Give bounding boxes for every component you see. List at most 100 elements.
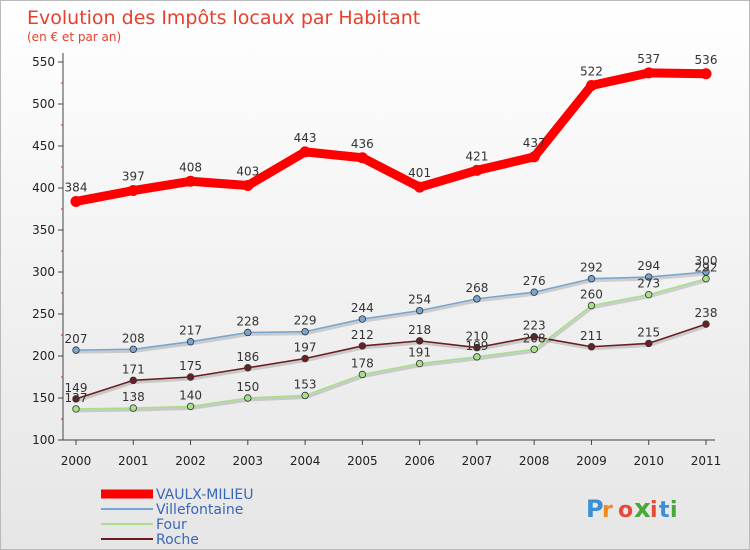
data-label: 211	[580, 329, 603, 343]
data-point	[645, 290, 653, 299]
data-label: 178	[351, 356, 374, 370]
data-label: 276	[523, 274, 546, 288]
data-point	[301, 354, 309, 363]
data-point	[244, 364, 252, 372]
data-label: 408	[179, 160, 202, 174]
legend-label: Four	[156, 517, 187, 533]
data-label: 437	[523, 136, 546, 150]
data-point	[301, 391, 309, 400]
data-label: 292	[580, 261, 603, 275]
series-shadow	[76, 279, 708, 413]
data-label: 197	[294, 341, 317, 355]
x-tick-label: 2009	[576, 454, 607, 468]
data-label: 443	[294, 131, 317, 145]
data-label: 397	[122, 170, 145, 184]
data-point	[702, 320, 710, 328]
series-line	[71, 68, 711, 206]
data-label: 260	[580, 288, 603, 302]
data-point	[244, 394, 252, 402]
data-label: 522	[580, 65, 603, 79]
y-tick-label: 400	[32, 181, 55, 195]
data-label: 294	[637, 259, 660, 273]
data-point	[242, 179, 254, 191]
data-point	[129, 376, 137, 385]
data-point	[72, 346, 80, 354]
data-point	[530, 288, 538, 296]
data-point	[70, 195, 82, 207]
data-point	[587, 343, 596, 351]
data-label: 244	[351, 301, 374, 315]
data-labels: 149 171 175 186 197 212 218 210 223 211 215 238 137 1…	[65, 52, 718, 405]
data-point	[414, 181, 426, 193]
logo-letter: i	[650, 498, 658, 523]
chart-subtitle: (en € et par an)	[27, 30, 121, 44]
y-tick-label: 450	[32, 139, 55, 153]
data-point	[72, 405, 80, 413]
legend-label: Roche	[156, 532, 199, 548]
data-point	[473, 353, 481, 361]
data-point	[473, 343, 481, 352]
data-label: 207	[65, 332, 88, 346]
data-label: 436	[351, 137, 374, 151]
data-label: 153	[294, 377, 317, 391]
data-point	[530, 332, 538, 341]
data-point	[127, 185, 139, 197]
data-point	[72, 395, 80, 403]
logo-letter: r	[602, 498, 613, 523]
data-label: 268	[465, 281, 488, 295]
data-point	[645, 273, 653, 281]
x-tick-label: 2007	[462, 454, 493, 468]
data-label: 191	[408, 346, 431, 360]
data-point	[185, 175, 197, 187]
x-tick-label: 2008	[519, 454, 550, 468]
series-line	[75, 323, 707, 400]
data-point	[415, 306, 424, 315]
data-label: 215	[637, 325, 660, 339]
data-label: 138	[122, 390, 145, 404]
y-tick-label: 500	[32, 97, 55, 111]
x-tick-label: 2011	[691, 454, 722, 468]
logo-letter: i	[670, 498, 678, 523]
data-point	[700, 68, 712, 80]
data-point	[244, 328, 252, 337]
data-label: 273	[637, 277, 660, 291]
data-label: 229	[294, 314, 317, 328]
data-point	[358, 342, 367, 350]
data-label: 292	[695, 261, 718, 275]
data-label: 300	[695, 254, 718, 268]
data-label: 537	[637, 52, 660, 66]
logo-letter: t	[659, 498, 670, 523]
proxiti-logo: Pr o x i t i	[586, 494, 678, 524]
data-label: 208	[523, 331, 546, 345]
y-tick-label: 200	[32, 349, 55, 363]
data-label: 212	[351, 328, 374, 342]
data-point	[129, 404, 137, 412]
data-point	[585, 80, 597, 92]
y-tick-label: 250	[32, 307, 55, 321]
series-lines	[70, 67, 712, 413]
data-label: 536	[695, 53, 718, 67]
data-label: 401	[408, 166, 431, 180]
data-point	[530, 345, 538, 353]
data-point	[528, 151, 540, 163]
logo-letter: x	[634, 494, 651, 524]
data-point	[587, 275, 596, 283]
x-tick-label: 2006	[404, 454, 435, 468]
series-line	[75, 271, 707, 351]
y-tick-label: 350	[32, 223, 55, 237]
logo-letter: P	[586, 495, 604, 523]
data-point	[645, 339, 653, 348]
data-label: 238	[695, 306, 718, 320]
y-tick-label: 300	[32, 265, 55, 279]
data-point	[415, 359, 424, 368]
data-point	[587, 301, 596, 310]
data-point	[186, 338, 195, 346]
data-label: 199	[465, 339, 488, 353]
data-point	[299, 146, 311, 158]
x-tick-label: 2000	[61, 454, 92, 468]
data-label: 186	[236, 350, 259, 364]
data-point	[643, 67, 655, 79]
data-point	[129, 345, 137, 353]
